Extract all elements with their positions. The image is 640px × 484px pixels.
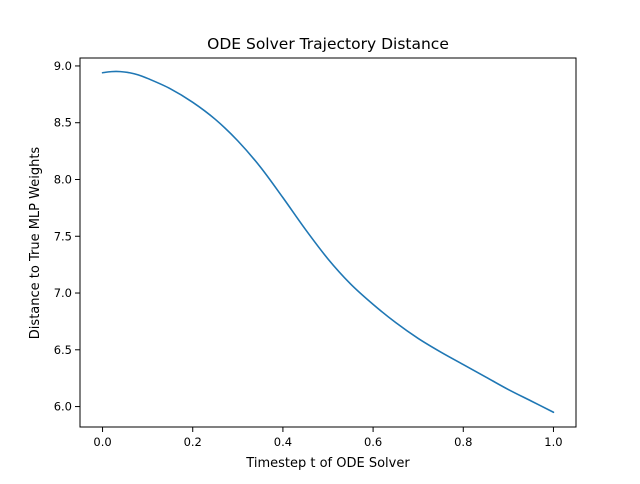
y-tick-label: 6.5 bbox=[54, 343, 72, 357]
y-tick-label: 7.5 bbox=[54, 229, 72, 243]
x-tick-label: 0.8 bbox=[454, 435, 472, 449]
x-tick-label: 0.0 bbox=[93, 435, 111, 449]
plot-area bbox=[80, 58, 576, 427]
series-layer bbox=[101, 70, 555, 414]
y-tick-label: 9.0 bbox=[54, 59, 72, 73]
y-axis: 6.0 6.5 7.0 7.5 8.0 8.5 9.0 bbox=[54, 59, 80, 414]
x-tick-label: 1.0 bbox=[544, 435, 562, 449]
y-tick-label: 7.0 bbox=[54, 286, 72, 300]
x-tick-label: 0.2 bbox=[184, 435, 202, 449]
x-tick-label: 0.4 bbox=[274, 435, 292, 449]
y-tick-label: 8.5 bbox=[54, 116, 72, 130]
y-tick-label: 6.0 bbox=[54, 400, 72, 414]
y-tick-label: 8.0 bbox=[54, 172, 72, 186]
plot-frame bbox=[79, 57, 577, 428]
x-axis: 0.0 0.2 0.4 0.6 0.8 1.0 bbox=[93, 427, 563, 449]
chart-title: ODE Solver Trajectory Distance bbox=[207, 35, 449, 53]
x-tick-label: 0.6 bbox=[364, 435, 382, 449]
x-axis-label: Timestep t of ODE Solver bbox=[245, 456, 410, 471]
y-axis-label: Distance to True MLP Weights bbox=[28, 147, 43, 340]
series-line bbox=[101, 70, 555, 414]
